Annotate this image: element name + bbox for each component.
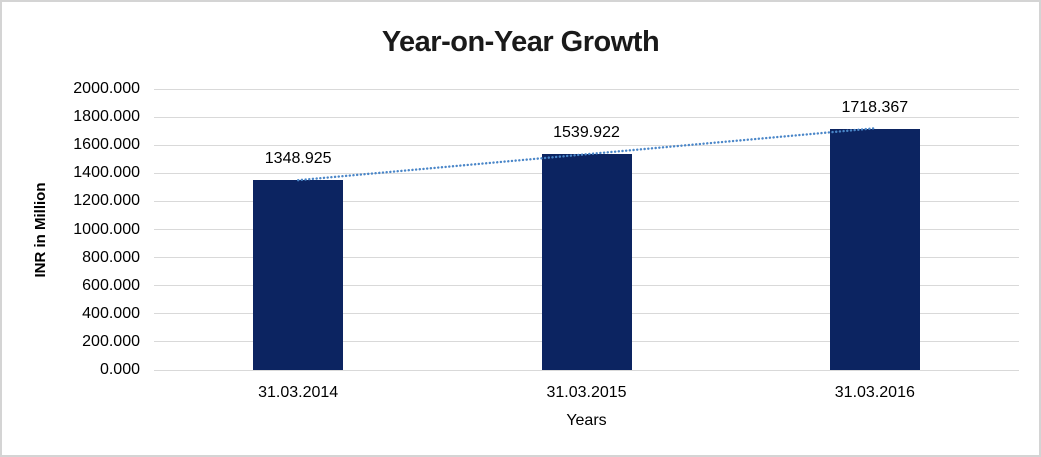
y-tick-label: 600.000 xyxy=(82,276,140,294)
x-tick-label: 31.03.2014 xyxy=(258,384,339,401)
trendline xyxy=(296,127,877,182)
plot-area: 1348.925 1539.922 1718.367 xyxy=(154,88,1019,371)
gridline xyxy=(154,88,1019,90)
y-tick-label: 1000.000 xyxy=(73,220,140,238)
bar-value-label: 1718.367 xyxy=(841,98,909,116)
bar xyxy=(253,180,344,370)
y-tick-label: 400.000 xyxy=(82,304,140,322)
gridline xyxy=(154,144,1019,146)
bar xyxy=(541,153,632,370)
x-tick-label: 31.03.2016 xyxy=(834,384,915,401)
x-tick-label: 31.03.2015 xyxy=(546,384,627,401)
y-tick-label: 200.000 xyxy=(82,332,140,350)
gridline xyxy=(154,369,1019,371)
gridline xyxy=(154,116,1019,118)
y-tick-label: 0.000 xyxy=(99,361,140,378)
y-tick-label: 1600.000 xyxy=(73,136,140,154)
bar xyxy=(829,128,920,370)
y-tick-label: 2000.000 xyxy=(73,80,140,97)
bar-value-label: 1539.922 xyxy=(553,123,620,141)
y-tick-label: 1200.000 xyxy=(73,192,140,210)
x-axis-title: Years xyxy=(566,412,607,429)
y-tick-label: 1400.000 xyxy=(73,164,140,182)
chart-title: Year-on-Year Growth xyxy=(381,26,660,58)
y-tick-label: 800.000 xyxy=(82,248,140,266)
bar-value-label: 1348.925 xyxy=(264,150,332,168)
y-tick-label: 1800.000 xyxy=(73,108,140,126)
